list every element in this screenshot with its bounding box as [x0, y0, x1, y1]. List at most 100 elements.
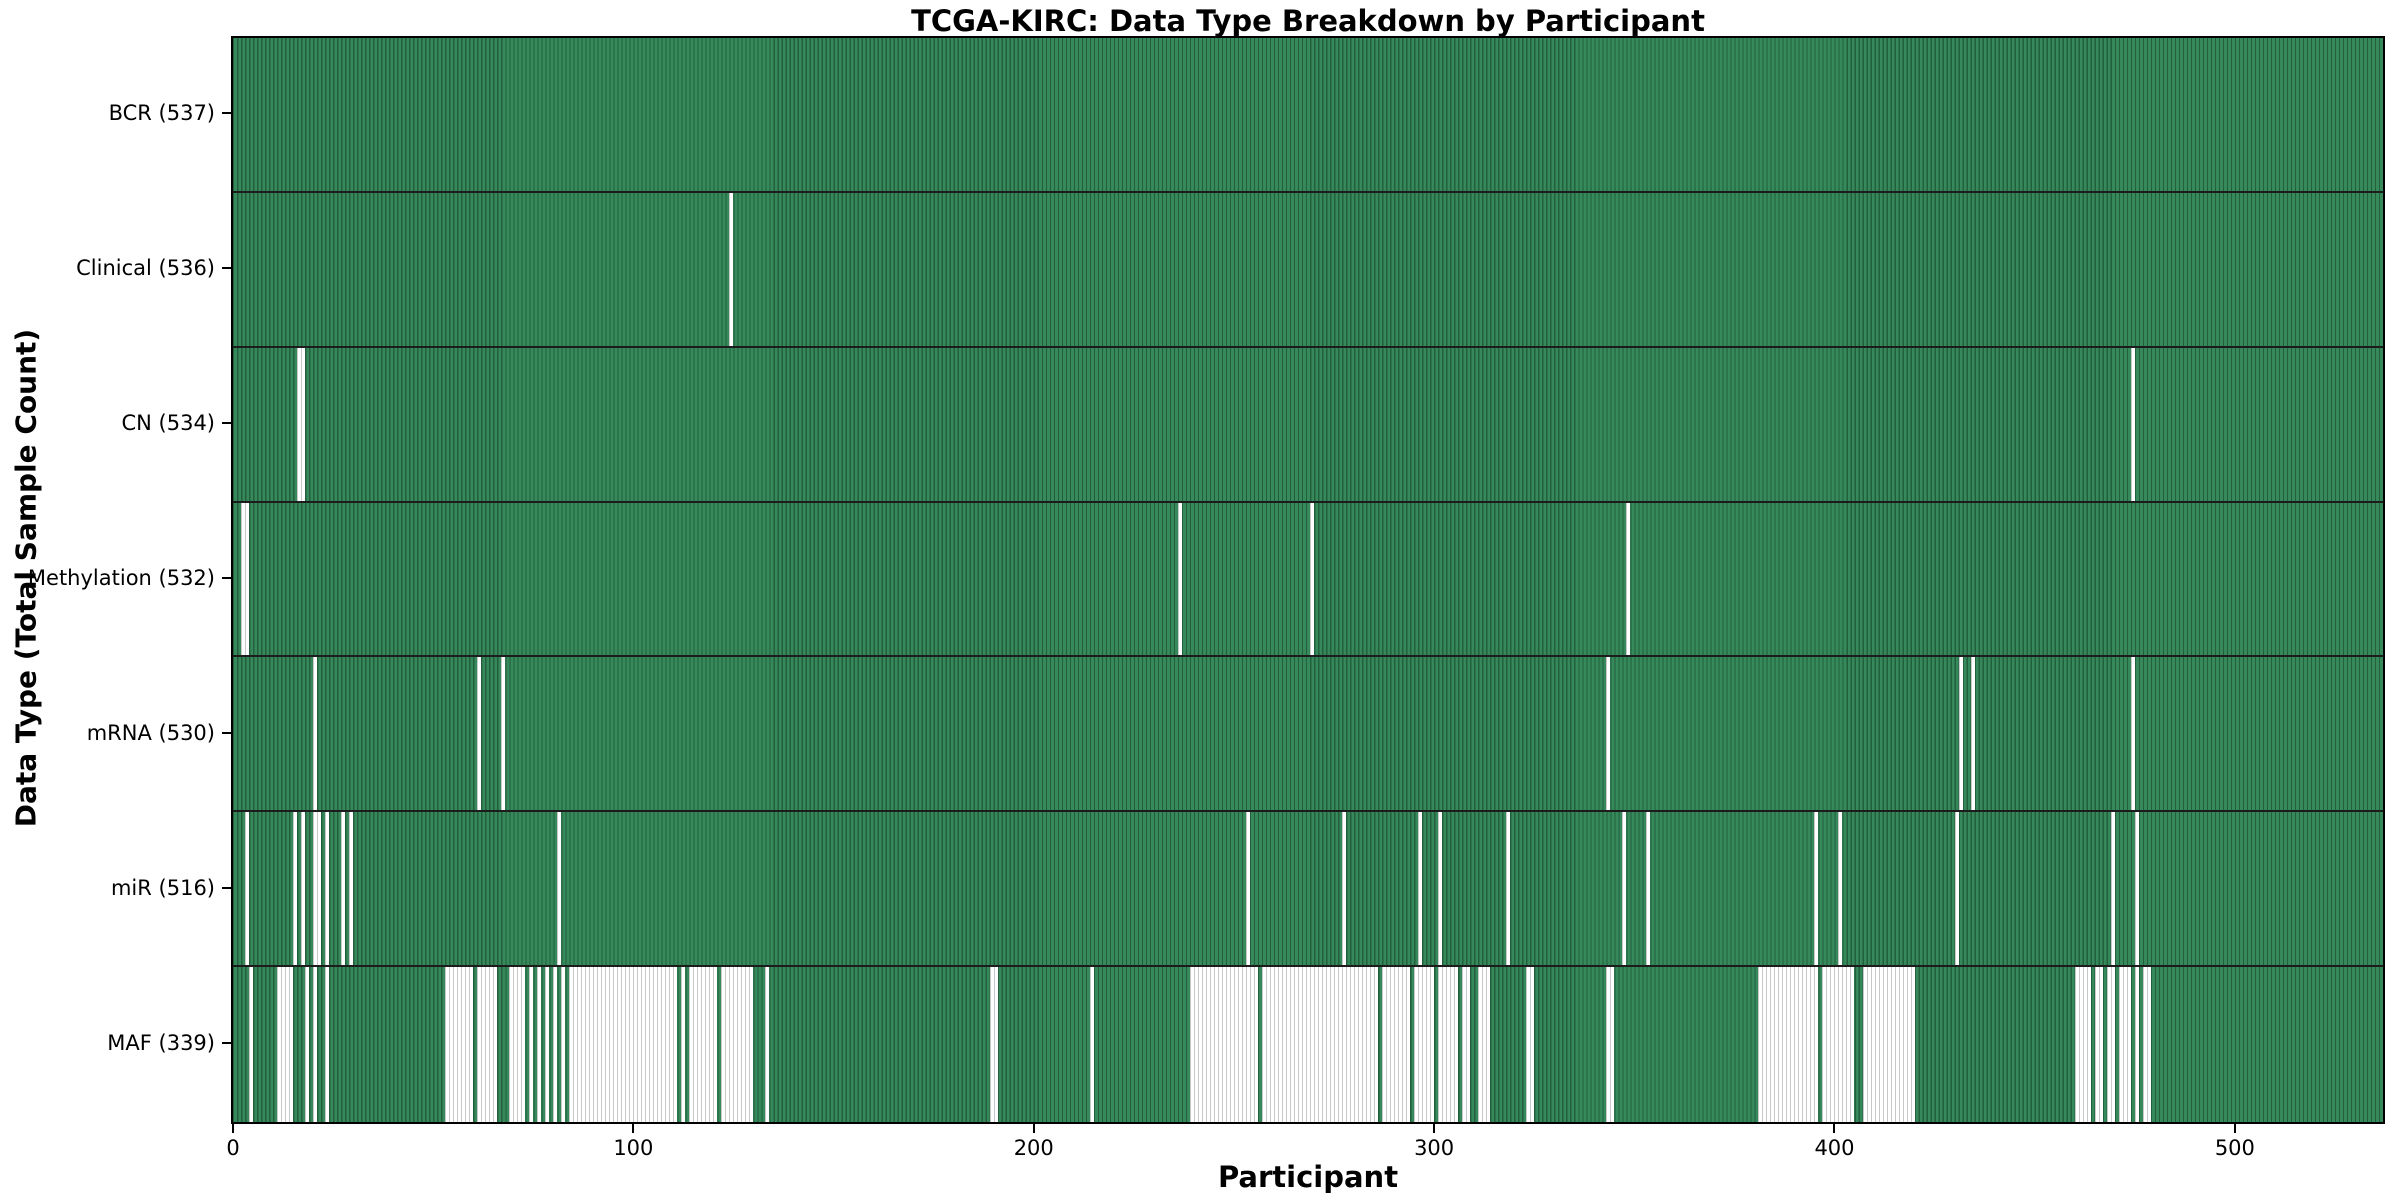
heatmap-row-Methylation: [233, 502, 2383, 658]
absent-bar-MAF-80: [553, 967, 558, 1122]
absent-bar-MAF-307: [1462, 967, 1471, 1122]
y-tick-mark-CN: [222, 422, 231, 425]
absent-bar-Methylation-269: [1310, 502, 1314, 656]
absent-bar-miR-430: [1954, 812, 1959, 966]
absent-bar-mRNA-431: [1958, 657, 1963, 811]
absent-bar-MAF-122: [721, 967, 754, 1122]
absent-bar-miR-401: [1838, 812, 1843, 966]
y-tick-label-CN: CN (534): [121, 411, 215, 436]
absent-bar-mRNA-20: [313, 657, 318, 811]
absent-bar-miR-15: [293, 812, 298, 966]
x-tick-mark-0: [232, 1124, 234, 1133]
absent-bar-MAF-475: [2134, 967, 2139, 1122]
absent-bar-miR-353: [1646, 812, 1651, 966]
absent-bar-MAF-4: [249, 967, 253, 1122]
absent-bar-Methylation-2: [241, 502, 249, 656]
absent-bar-MAF-295: [1414, 967, 1435, 1122]
heatmap-row-mRNA: [233, 657, 2383, 813]
absent-bar-CN-16: [297, 347, 306, 501]
absent-bar-mRNA-474: [2130, 657, 2135, 811]
y-tick-mark-miR: [222, 886, 231, 889]
absent-bar-CN-474: [2130, 347, 2135, 501]
absent-bar-MAF-460: [2074, 967, 2091, 1122]
absent-bar-miR-296: [1418, 812, 1423, 966]
absent-bar-mRNA-67: [501, 657, 506, 811]
y-tick-label-Clinical: Clinical (536): [76, 256, 215, 281]
absent-bar-MAF-343: [1606, 967, 1615, 1122]
absent-bar-MAF-18: [305, 967, 310, 1122]
absent-bar-MAF-189: [989, 967, 998, 1122]
absent-bar-MAF-20: [313, 967, 318, 1122]
absent-bar-mRNA-61: [477, 657, 482, 811]
absent-bar-miR-81: [557, 812, 562, 966]
absent-bar-MAF-239: [1189, 967, 1258, 1122]
absent-bar-MAF-471: [2118, 967, 2131, 1122]
absent-bar-MAF-82: [561, 967, 566, 1122]
x-tick-label-200: 200: [1013, 1136, 1054, 1160]
x-tick-mark-300: [1433, 1124, 1436, 1133]
absent-bar-MAF-114: [689, 967, 718, 1122]
absent-bar-Methylation-236: [1177, 502, 1182, 656]
heatmap-row-miR: [233, 812, 2383, 968]
absent-bar-MAF-301: [1438, 967, 1459, 1122]
absent-bar-miR-318: [1506, 812, 1511, 966]
y-tick-mark-mRNA: [222, 731, 231, 734]
y-tick-label-Methylation: Methylation (532): [27, 566, 215, 590]
absent-bar-MAF-465: [2094, 967, 2103, 1122]
absent-bar-miR-20: [313, 812, 322, 966]
absent-bar-MAF-477: [2142, 967, 2151, 1122]
y-tick-mark-BCR: [222, 112, 231, 115]
heatmap-rows: [233, 38, 2383, 1122]
absent-bar-miR-23: [325, 812, 330, 966]
absent-bar-MAF-133: [765, 967, 770, 1122]
absent-bar-MAF-78: [545, 967, 550, 1122]
absent-bar-MAF-23: [325, 967, 330, 1122]
x-axis: 0 100 200 300 400 500: [226, 1124, 2385, 1194]
x-tick-mark-500: [2233, 1124, 2236, 1133]
absent-bar-Methylation-348: [1626, 502, 1631, 656]
absent-bar-MAF-112: [681, 967, 686, 1122]
heatmap-row-MAF: [233, 967, 2383, 1122]
y-tick-mark-Methylation: [222, 577, 231, 579]
absent-bar-MAF-76: [537, 967, 542, 1122]
heatmap-row-Clinical: [233, 192, 2383, 348]
absent-bar-miR-469: [2110, 812, 2115, 966]
absent-bar-miR-3: [245, 812, 249, 966]
y-tick-mark-Clinical: [222, 267, 231, 270]
absent-bar-MAF-53: [445, 967, 474, 1122]
absent-bar-MAF-397: [1822, 967, 1855, 1122]
y-tick-label-mRNA: mRNA (530): [86, 720, 215, 745]
x-tick-label-0: 0: [226, 1136, 240, 1160]
absent-bar-MAF-84: [569, 967, 678, 1122]
y-axis: BCR (537) Clinical (536) CN (534) Methylati…: [0, 36, 231, 1120]
x-tick-mark-100: [632, 1124, 635, 1133]
absent-bar-miR-347: [1622, 812, 1627, 966]
y-tick-label-miR: miR (516): [110, 875, 215, 900]
absent-bar-MAF-11: [277, 967, 294, 1122]
absent-bar-miR-277: [1342, 812, 1347, 966]
absent-bar-miR-475: [2134, 812, 2139, 966]
chart-title: TCGA-KIRC: Data Type Breakdown by Partic…: [911, 4, 1705, 38]
absent-bar-MAF-74: [529, 967, 534, 1122]
plot-area: Present Absent: [231, 36, 2385, 1124]
absent-bar-MAF-257: [1261, 967, 1379, 1122]
x-tick-mark-200: [1032, 1124, 1035, 1133]
absent-bar-MAF-69: [509, 967, 526, 1122]
y-tick-label-MAF: MAF (339): [107, 1030, 215, 1055]
absent-bar-MAF-61: [477, 967, 498, 1122]
absent-bar-MAF-381: [1758, 967, 1819, 1122]
absent-bar-mRNA-434: [1970, 657, 1975, 811]
absent-bar-MAF-214: [1089, 967, 1094, 1122]
absent-bar-miR-253: [1245, 812, 1250, 966]
absent-bar-miR-301: [1438, 812, 1443, 966]
absent-bar-miR-17: [301, 812, 306, 966]
x-tick-label-100: 100: [613, 1136, 654, 1160]
absent-bar-miR-29: [349, 812, 354, 966]
absent-bar-Clinical-124: [729, 192, 734, 346]
heatmap-row-CN: [233, 347, 2383, 503]
x-tick-mark-400: [1833, 1124, 1836, 1133]
absent-bar-MAF-468: [2106, 967, 2115, 1122]
absent-bar-mRNA-343: [1606, 657, 1611, 811]
x-axis-label: Participant: [1217, 1160, 1399, 1194]
